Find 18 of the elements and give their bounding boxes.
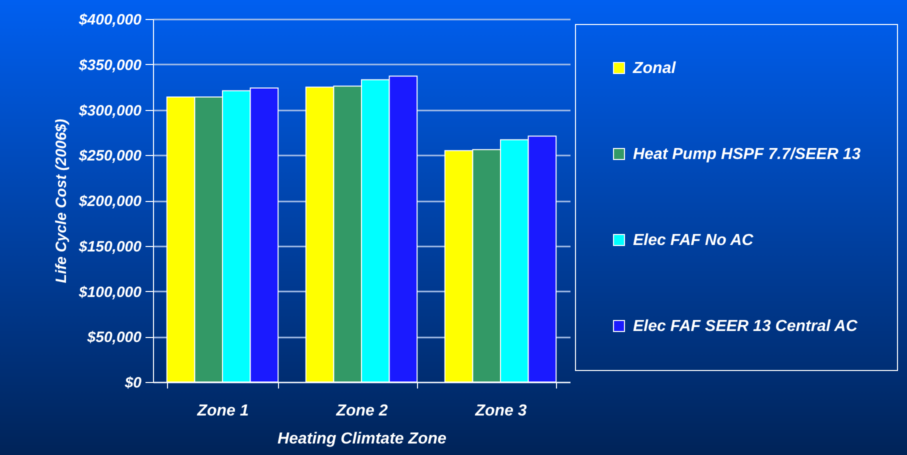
x-tick-label: Zone 2: [335, 402, 388, 420]
y-tick-label: $350,000: [78, 56, 142, 74]
x-axis-title: Heating Climtate Zone: [278, 430, 447, 448]
y-tick-label: $150,000: [78, 238, 142, 256]
legend-label: Elec FAF No AC: [633, 232, 754, 249]
legend-label: Heat Pump HSPF 7.7/SEER 13: [633, 146, 861, 163]
y-tick-label: $200,000: [78, 193, 142, 210]
y-tick-label: $300,000: [78, 102, 142, 120]
legend-label: Zonal: [632, 60, 676, 77]
y-tick-label: $100,000: [78, 284, 142, 301]
y-tick-label: $0: [124, 374, 142, 392]
legend-label: Elec FAF SEER 13 Central AC: [633, 318, 858, 335]
y-tick-label: $250,000: [78, 148, 142, 165]
y-tick-label: $400,000: [78, 12, 142, 28]
y-axis-title: Life Cycle Cost (2006$): [52, 118, 70, 284]
x-tick-label: Zone 1: [196, 402, 249, 420]
y-tick-label: $50,000: [86, 329, 142, 346]
x-tick-label: Zone 3: [474, 402, 527, 420]
